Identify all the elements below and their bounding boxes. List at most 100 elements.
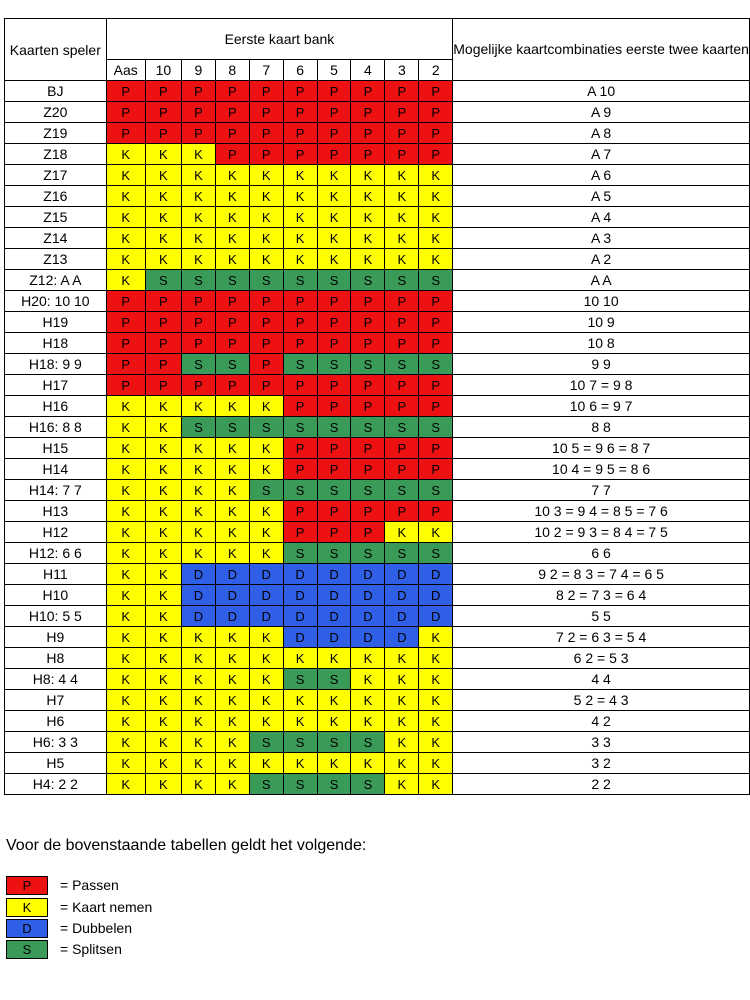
action-cell: K [180,626,216,648]
action-cell: P [316,374,352,396]
card-combinations: 9 2 = 8 3 = 7 4 = 6 5 [452,563,750,585]
player-hand-label: H4: 2 2 [4,773,107,795]
action-cell: K [282,647,318,669]
action-cell: K [105,626,146,648]
action-cell: S [214,416,250,438]
player-hand-label: H19 [4,311,107,333]
action-cell: S [350,416,386,438]
action-cell: P [105,101,146,123]
action-cell: K [144,143,182,165]
action-cell: K [180,458,216,480]
action-cell: P [248,101,284,123]
action-cell: P [180,101,216,123]
action-cell: K [105,416,146,438]
action-cell: K [105,479,146,501]
action-cell: P [350,521,386,543]
action-cell: K [105,185,146,207]
action-cell: D [384,605,420,627]
table-row: H17 P P P P P P P P P P 10 7 = 9 8 [4,374,750,396]
action-cell: P [384,437,420,459]
action-cell: K [144,185,182,207]
player-hand-label: H10: 5 5 [4,605,107,627]
table-row: H11 K K D D D D D D D D 9 2 = 8 3 = 7 4 = 6 5 [4,563,750,585]
card-combinations: 3 2 [452,752,750,774]
action-cell: P [144,311,182,333]
action-cell: K [418,689,454,711]
player-hand-label: H16: 8 8 [4,416,107,438]
action-cell: K [144,521,182,543]
action-cell: S [248,479,284,501]
action-cell: S [248,269,284,291]
action-cell: K [105,563,146,585]
action-cell: S [384,269,420,291]
action-cell: P [214,101,250,123]
action-cell: K [214,227,250,249]
action-cell: K [282,185,318,207]
action-cell: P [144,290,182,312]
action-cell: K [180,668,216,690]
action-cell: K [248,185,284,207]
action-cell: K [418,647,454,669]
action-cell: P [180,332,216,354]
action-cell: S [316,668,352,690]
table-row: Z18 K K K P P P P P P P A 7 [4,143,750,165]
action-cell: S [282,479,318,501]
card-combinations: 5 5 [452,605,750,627]
table-row: H18 P P P P P P P P P P 10 8 [4,332,750,354]
action-cell: K [418,248,454,270]
action-cell: K [180,479,216,501]
action-cell: K [248,626,284,648]
action-cell: S [214,269,250,291]
card-combinations: 10 4 = 9 5 = 8 6 [452,458,750,480]
action-cell: P [384,458,420,480]
player-hand-label: H14 [4,458,107,480]
action-cell: K [384,689,420,711]
action-cell: K [105,437,146,459]
action-cell: K [248,395,284,417]
action-cell: P [316,311,352,333]
action-cell: K [214,773,250,795]
action-cell: S [350,269,386,291]
action-cell: P [248,311,284,333]
card-combinations: 7 7 [452,479,750,501]
action-cell: K [214,542,250,564]
action-cell: S [180,416,216,438]
action-cell: K [105,710,146,732]
legend-swatch: D [6,918,48,938]
action-cell: K [350,647,386,669]
action-cell: S [384,416,420,438]
dealer-cards-row: Aas 10 9 8 7 6 5 4 3 2 [5,59,750,81]
action-cell: K [144,710,182,732]
action-cell: K [180,689,216,711]
action-cell: K [350,164,386,186]
player-hand-label: H10 [4,584,107,606]
action-cell: P [418,101,454,123]
action-cell: S [316,731,352,753]
action-cell: P [350,311,386,333]
card-combinations: 6 2 = 5 3 [452,647,750,669]
action-cell: K [350,668,386,690]
action-cell: P [105,80,146,102]
action-cell: P [418,311,454,333]
legend-item: K = Kaart nemen [6,897,152,917]
action-cell: K [316,227,352,249]
card-combinations: 9 9 [452,353,750,375]
action-cell: P [418,374,454,396]
action-cell: P [282,437,318,459]
action-cell: K [180,521,216,543]
action-cell: D [418,605,454,627]
card-combinations: A 4 [452,206,750,228]
action-cell: S [418,353,454,375]
player-hand-label: H12: 6 6 [4,542,107,564]
action-cell: K [282,689,318,711]
action-cell: P [105,122,146,144]
action-cell: P [282,458,318,480]
action-cell: K [180,773,216,795]
player-hand-label: H18 [4,332,107,354]
card-combinations: 10 2 = 9 3 = 8 4 = 7 5 [452,521,750,543]
table-body: BJ P P P P P P P P P P A 10 Z20 P P P P P P P P P P A 9 Z19 P P P P P… [4,80,750,795]
player-hand-label: BJ [4,80,107,102]
legend-swatch: K [6,897,48,917]
